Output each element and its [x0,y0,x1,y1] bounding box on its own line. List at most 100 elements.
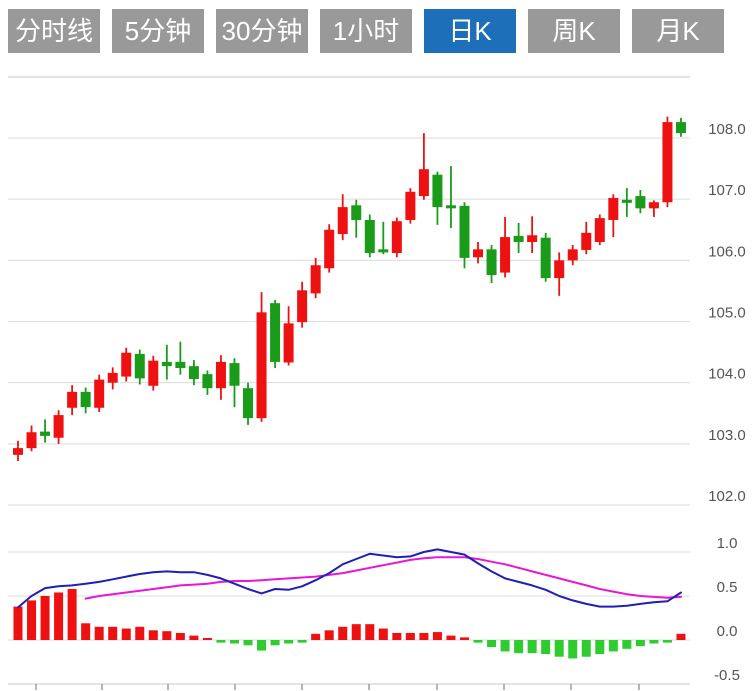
candle-up [324,229,335,269]
macd-bar-positive [27,600,37,640]
macd-bar-negative [500,640,510,652]
macd-bar-positive [202,638,212,640]
macd-bar-positive [162,631,172,640]
candle-down [80,391,91,408]
candle-down [188,366,199,380]
macd-bar-negative [487,640,497,648]
candle-up [554,260,565,279]
period-tabs: 分时线 5分钟 30分钟 1小时 日K 周K 月K [8,9,724,53]
tab-time-share[interactable]: 分时线 [8,9,100,53]
macd-bar-positive [189,635,199,640]
macd-bar-positive [311,633,321,640]
candle-down [432,174,443,208]
candle-up [500,237,511,273]
candle-up [297,290,308,323]
candle-up [148,360,159,386]
tab-1hour[interactable]: 1小时 [320,9,412,53]
price-axis-label: 105.0 [708,305,746,322]
candle-down [202,374,213,389]
macd-bar-negative [568,640,578,659]
macd-bar-negative [514,640,524,654]
macd-bar-positive [378,628,388,640]
macd-bar-positive [351,624,361,640]
macd-bar-positive [135,626,145,640]
candle-up [53,415,64,438]
tab-weekly-k[interactable]: 周K [528,9,620,53]
candle-up [94,379,105,408]
candle-down [621,199,632,203]
macd-bar-negative [541,640,551,655]
tab-monthly-k[interactable]: 月K [632,9,724,53]
macd-bar-negative [473,640,483,643]
macd-bar-positive [108,626,118,640]
macd-bar-negative [608,640,618,652]
candle-down [540,237,551,279]
macd-bar-positive [54,592,64,640]
candle-up [67,391,78,408]
candle-up [527,235,538,242]
macd-bar-positive [419,632,429,640]
macd-bar-negative [257,640,267,651]
candle-up [567,249,578,261]
macd-bar-positive [446,635,456,640]
candle-down [378,249,389,253]
tab-daily-k[interactable]: 日K [424,9,516,53]
candle-down [161,361,172,367]
macd-axis-label: -0.5 [714,667,740,684]
candle-up [405,191,416,220]
macd-bar-positive [392,632,402,640]
candle-up [13,448,23,455]
candle-up [107,372,118,383]
candle-up [581,232,592,250]
candle-up [121,352,132,377]
macd-bar-negative [527,640,537,654]
macd-bar-negative [243,640,253,646]
macd-axis-label: 0.5 [717,579,738,596]
price-axis-label: 104.0 [708,366,746,383]
candle-down [513,235,524,242]
candle-up [608,197,619,220]
price-axis-label: 103.0 [708,427,746,444]
macd-bar-negative [270,640,280,646]
macd-bar-positive [676,633,686,640]
candle-down [675,122,686,134]
macd-bar-positive [40,596,50,640]
candle-up [662,122,673,203]
candle-up [26,432,37,449]
macd-bar-positive [148,630,158,640]
macd-bar-negative [622,640,632,649]
price-axis-label: 102.0 [708,488,746,505]
price-axis-label: 106.0 [708,243,746,260]
macd-bar-negative [554,640,564,657]
candle-up [418,169,429,197]
price-axis-label: 108.0 [708,121,746,138]
macd-bar-positive [432,632,442,640]
macd-bar-positive [338,626,348,640]
candle-down [445,205,456,209]
tab-5min[interactable]: 5分钟 [112,9,204,53]
macd-bar-negative [595,640,605,655]
candle-up [215,361,226,389]
candle-down [134,353,145,379]
macd-bar-positive [405,632,415,640]
candle-up [337,207,348,235]
candle-up [283,323,294,363]
macd-bar-negative [284,640,294,644]
candle-down [175,361,186,368]
macd-bar-positive [459,637,469,640]
macd-bar-negative [581,640,591,657]
candle-down [270,303,281,362]
macd-bar-positive [13,606,23,640]
macd-bar-positive [121,628,131,640]
tab-30min[interactable]: 30分钟 [216,9,308,53]
macd-bar-positive [324,630,334,640]
candle-down [351,205,362,220]
candle-down [40,431,51,436]
candle-down [459,205,470,258]
macd-bar-positive [81,623,91,640]
candle-down [486,249,497,276]
macd-bar-negative [216,640,226,643]
macd-bar-negative [649,640,659,644]
macd-bar-negative [229,640,239,644]
candle-down [229,363,240,386]
